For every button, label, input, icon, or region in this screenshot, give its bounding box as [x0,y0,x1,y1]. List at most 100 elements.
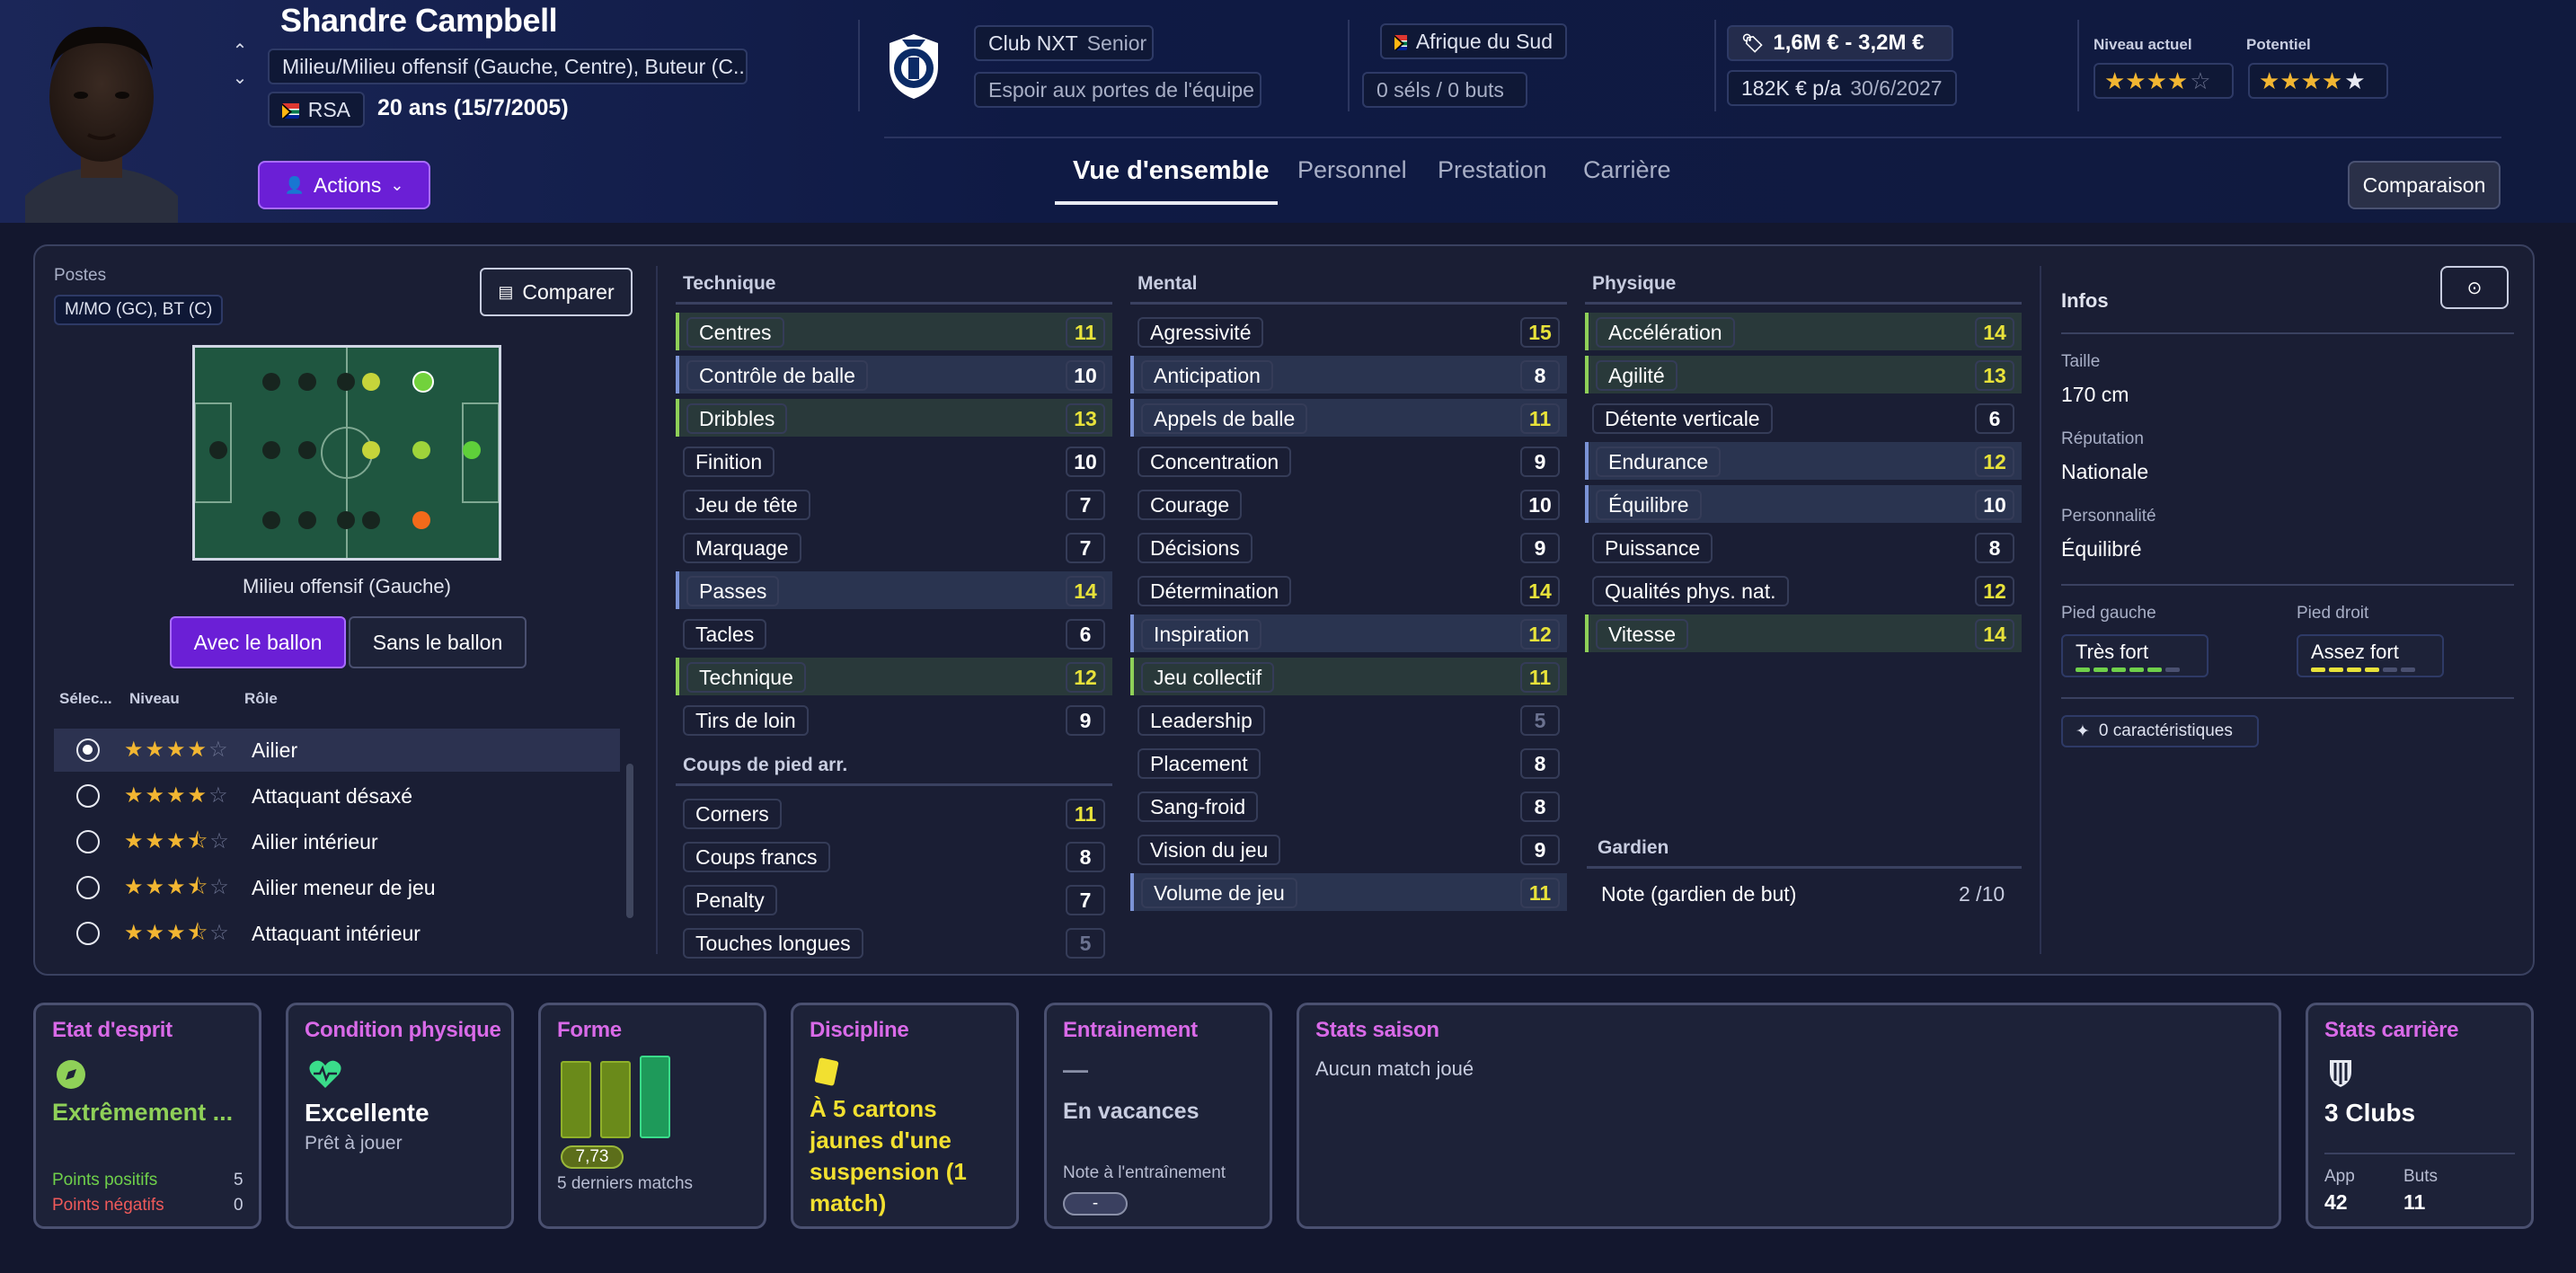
compare-positions-button[interactable]: ▤ Comparer [480,268,633,316]
actions-button[interactable]: 👤 Actions ⌄ [258,161,430,209]
attribute-row[interactable]: Détente verticale 6 [1585,399,2022,437]
condition-card[interactable]: Condition physique Excellente Prêt à jou… [286,1003,514,1229]
role-row[interactable]: ★ ★ ★ ★ ☆ Attaquant désaxé [54,774,620,818]
morale-card[interactable]: Etat d'esprit Extrêmement ... Points pos… [33,1003,261,1229]
header-divider [1348,20,1350,111]
without-ball-button[interactable]: Sans le ballon [349,616,527,668]
attribute-row[interactable]: Courage 10 [1130,485,1567,523]
form-card[interactable]: Forme 7,73 5 derniers matchs [538,1003,766,1229]
tab-personal[interactable]: Personnel [1297,156,1407,183]
position-dot[interactable] [337,373,355,391]
position-dot[interactable] [209,441,227,459]
comparison-button[interactable]: Comparaison [2348,161,2501,209]
roles-scrollbar[interactable] [626,764,633,918]
attribute-value: 14 [1975,619,2014,650]
attribute-value: 13 [1975,360,2014,391]
position-dot-strong[interactable] [463,441,481,459]
attribute-row[interactable]: Anticipation 8 [1130,356,1567,393]
role-row[interactable]: ★ ★ ★ ⯪ ☆ Ailier meneur de jeu [54,866,620,909]
role-radio[interactable] [76,876,100,899]
club-pill[interactable]: Club NXT Senior [974,25,1154,61]
col-level[interactable]: Niveau [129,690,180,707]
foot-bar [2383,667,2397,672]
position-dot[interactable] [337,511,355,529]
role-radio[interactable] [76,830,100,853]
attribute-row[interactable]: Accélération 14 [1585,313,2022,350]
attribute-row[interactable]: Penalty 7 [676,880,1112,918]
value-pill[interactable]: 🏷 1,6M € - 3,2M € [1727,25,1953,61]
career-stats-card[interactable]: Stats carrière 3 Clubs App 42 Buts 11 [2306,1003,2534,1229]
attribute-row[interactable]: Tacles 6 [676,614,1112,652]
attribute-row[interactable]: Marquage 7 [676,528,1112,566]
position-dot-selected[interactable] [412,371,434,393]
tab-overview[interactable]: Vue d'ensemble [1073,156,1270,185]
attribute-row[interactable]: Centres 11 [676,313,1112,350]
attribute-row[interactable]: Décisions 9 [1130,528,1567,566]
attribute-row[interactable]: Jeu de tête 7 [676,485,1112,523]
attribute-row[interactable]: Agressivité 15 [1130,313,1567,350]
attribute-row[interactable]: Jeu collectif 11 [1130,658,1567,695]
attribute-row[interactable]: Touches longues 5 [676,924,1112,961]
attribute-row[interactable]: Appels de balle 11 [1130,399,1567,437]
attribute-row[interactable]: Contrôle de balle 10 [676,356,1112,393]
with-ball-button[interactable]: Avec le ballon [170,616,346,668]
attribute-value: 12 [1975,446,2014,477]
position-dot-mid[interactable] [362,441,380,459]
attribute-row[interactable]: Puissance 8 [1585,528,2022,566]
current-ability-stars: ★★★★ ☆ [2094,63,2234,99]
attribute-row[interactable]: Corners 11 [676,794,1112,832]
attribute-value: 9 [1066,705,1105,736]
role-radio[interactable] [76,784,100,808]
attribute-row[interactable]: Tirs de loin 9 [676,701,1112,738]
season-stats-card[interactable]: Stats saison Aucun match joué [1297,1003,2281,1229]
attribute-row[interactable]: Équilibre 10 [1585,485,2022,523]
attribute-row[interactable]: Passes 14 [676,571,1112,609]
chevron-up-icon[interactable]: ⌃ [232,41,248,61]
role-radio[interactable] [76,922,100,945]
role-row[interactable]: ★ ★ ★ ⯪ ☆ Attaquant intérieur [54,912,620,955]
position-dot[interactable] [262,441,280,459]
col-role[interactable]: Rôle [244,690,278,707]
role-row[interactable]: ★ ★ ★ ⯪ ☆ Ailier intérieur [54,820,620,863]
position-pitch[interactable] [192,345,501,561]
training-card[interactable]: Entrainement — En vacances Note à l'entr… [1044,1003,1272,1229]
position-dot-mid[interactable] [412,441,430,459]
role-radio[interactable] [76,738,100,762]
position-dot-weak[interactable] [412,511,430,529]
attribute-row[interactable]: Sang-froid 8 [1130,787,1567,825]
attribute-row[interactable]: Volume de jeu 11 [1130,873,1567,911]
attribute-row[interactable]: Vitesse 14 [1585,614,2022,652]
star-icon: ☆ [208,738,228,762]
attribute-row[interactable]: Agilité 13 [1585,356,2022,393]
attribute-row[interactable]: Vision du jeu 9 [1130,830,1567,868]
attribute-row[interactable]: Endurance 12 [1585,442,2022,480]
scout-view-icon[interactable]: ⊙ [2440,266,2509,309]
attribute-row[interactable]: Coups francs 8 [676,837,1112,875]
attribute-row[interactable]: Inspiration 12 [1130,614,1567,652]
position-dot[interactable] [298,511,316,529]
attribute-row[interactable]: Dribbles 13 [676,399,1112,437]
tab-performance[interactable]: Prestation [1438,156,1547,183]
role-row[interactable]: ★ ★ ★ ★ ☆ Ailier [54,729,620,772]
attribute-row[interactable]: Détermination 14 [1130,571,1567,609]
position-dot[interactable] [362,511,380,529]
tab-career[interactable]: Carrière [1583,156,1671,183]
attribute-row[interactable]: Technique 12 [676,658,1112,695]
position-dot[interactable] [262,373,280,391]
attribute-row[interactable]: Concentration 9 [1130,442,1567,480]
personality-label: Personnalité [2061,507,2156,526]
col-select[interactable]: Sélec... [59,690,112,707]
position-dot[interactable] [262,511,280,529]
attribute-row[interactable]: Placement 8 [1130,744,1567,782]
position-dot[interactable] [298,373,316,391]
chevron-down-icon[interactable]: ⌄ [232,68,248,88]
club-badge-icon[interactable] [884,31,943,102]
right-foot-value: Assez fort [2311,640,2399,663]
traits-pill[interactable]: ✦ 0 caractéristiques [2061,715,2259,747]
discipline-card[interactable]: Discipline À 5 cartons jaunes d'une susp… [791,1003,1019,1229]
attribute-row[interactable]: Leadership 5 [1130,701,1567,738]
attribute-row[interactable]: Qualités phys. nat. 12 [1585,571,2022,609]
position-dot[interactable] [298,441,316,459]
attribute-row[interactable]: Finition 10 [676,442,1112,480]
position-dot-mid[interactable] [362,373,380,391]
